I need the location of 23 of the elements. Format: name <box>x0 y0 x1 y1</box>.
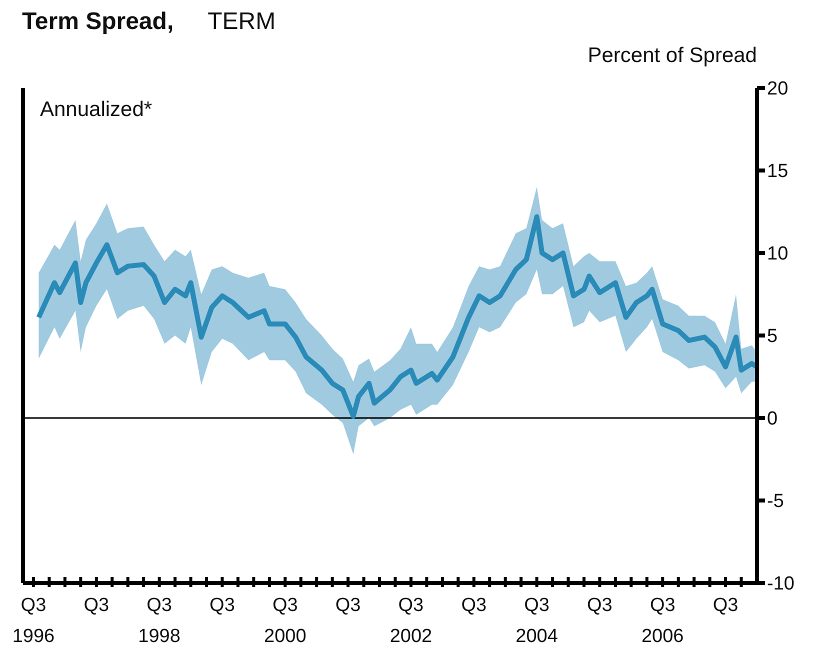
x-tick-label: Q3 <box>84 595 110 616</box>
y-tick-label: 5 <box>767 326 778 348</box>
y-tick-label: -10 <box>767 574 794 595</box>
x-tick-label: Q3 <box>461 595 487 616</box>
x-tick-label: Q3 2000 <box>264 595 306 647</box>
x-tick-label: Q3 2002 <box>390 595 432 647</box>
x-tick-label: Q3 2006 <box>641 595 684 647</box>
y-tick-label: 0 <box>767 408 778 430</box>
x-tick-label: Q3 <box>210 595 235 616</box>
x-tick-label: Q3 <box>587 595 612 616</box>
x-tick-label: Q3 <box>712 595 738 616</box>
y-axis-title: Percent of Spread <box>588 44 757 68</box>
y-tick-label: 10 <box>767 244 788 265</box>
annotation: Annualized* <box>40 98 152 122</box>
chart-title: Term Spread, <box>22 8 174 35</box>
x-tick-label: Q3 1998 <box>138 595 180 647</box>
chart-subtitle: TERM <box>208 8 276 35</box>
x-tick-label: Q3 <box>335 595 361 616</box>
y-tick-label: -5 <box>767 491 784 512</box>
y-tick-label: 15 <box>767 161 788 182</box>
x-tick-label: Q3 1996 <box>12 595 55 647</box>
y-tick-label: 20 <box>767 78 788 100</box>
x-tick-label: Q3 2004 <box>516 595 558 647</box>
